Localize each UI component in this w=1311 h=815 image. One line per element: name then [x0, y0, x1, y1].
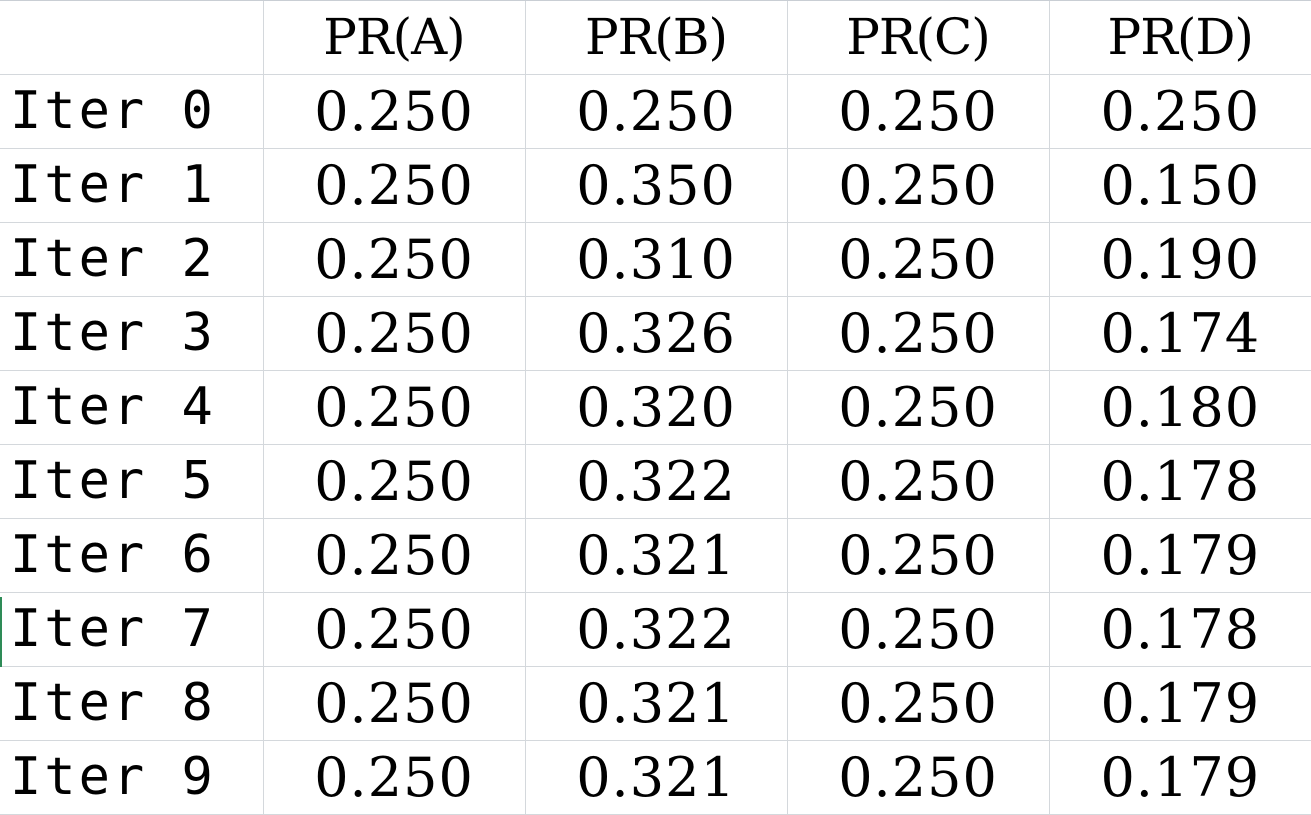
value-cell-pr-a[interactable]: 0.250 [262, 666, 526, 741]
value-cell-pr-a[interactable]: 0.250 [262, 296, 526, 371]
value-cell-pr-c[interactable]: 0.250 [786, 370, 1050, 445]
value-cell-pr-b[interactable]: 0.326 [524, 296, 788, 371]
value-cell-pr-c[interactable]: 0.250 [786, 666, 1050, 741]
table-body: Iter 0 0.250 0.250 0.250 0.250 Iter 1 0.250 0.3… [0, 74, 1311, 815]
value-cell-pr-b[interactable]: 0.321 [524, 518, 788, 593]
value-cell-pr-c[interactable]: 0.250 [786, 444, 1050, 519]
value-cell-pr-a[interactable]: 0.250 [262, 148, 526, 223]
table-row: Iter 1 0.250 0.350 0.250 0.150 [0, 148, 1311, 223]
value-cell-pr-b[interactable]: 0.320 [524, 370, 788, 445]
table-row: Iter 0 0.250 0.250 0.250 0.250 [0, 74, 1311, 149]
header-cell-pr-b[interactable]: PR(B) [524, 1, 788, 75]
row-label-cell[interactable]: Iter 5 [0, 444, 264, 519]
value-cell-pr-a[interactable]: 0.250 [262, 592, 526, 667]
header-cell-corner[interactable] [0, 1, 264, 75]
row-label-cell[interactable]: Iter 7 [0, 592, 264, 667]
row-label-cell[interactable]: Iter 3 [0, 296, 264, 371]
value-cell-pr-d[interactable]: 0.179 [1048, 666, 1311, 741]
value-cell-pr-d[interactable]: 0.179 [1048, 740, 1311, 815]
row-label-cell[interactable]: Iter 0 [0, 74, 264, 149]
value-cell-pr-c[interactable]: 0.250 [786, 74, 1050, 149]
table-row: Iter 4 0.250 0.320 0.250 0.180 [0, 370, 1311, 445]
value-cell-pr-b[interactable]: 0.310 [524, 222, 788, 297]
value-cell-pr-d[interactable]: 0.178 [1048, 444, 1311, 519]
value-cell-pr-b[interactable]: 0.321 [524, 740, 788, 815]
table-row: Iter 7 0.250 0.322 0.250 0.178 [0, 592, 1311, 667]
header-row: PR(A) PR(B) PR(C) PR(D) [0, 1, 1311, 75]
value-cell-pr-a[interactable]: 0.250 [262, 222, 526, 297]
header-cell-pr-d[interactable]: PR(D) [1048, 1, 1311, 75]
value-cell-pr-c[interactable]: 0.250 [786, 518, 1050, 593]
row-label-cell[interactable]: Iter 9 [0, 740, 264, 815]
value-cell-pr-a[interactable]: 0.250 [262, 74, 526, 149]
value-cell-pr-a[interactable]: 0.250 [262, 370, 526, 445]
table-row: Iter 9 0.250 0.321 0.250 0.179 [0, 740, 1311, 815]
value-cell-pr-b[interactable]: 0.350 [524, 148, 788, 223]
table-row: Iter 3 0.250 0.326 0.250 0.174 [0, 296, 1311, 371]
value-cell-pr-a[interactable]: 0.250 [262, 444, 526, 519]
table-row: Iter 8 0.250 0.321 0.250 0.179 [0, 666, 1311, 741]
value-cell-pr-d[interactable]: 0.174 [1048, 296, 1311, 371]
value-cell-pr-d[interactable]: 0.190 [1048, 222, 1311, 297]
value-cell-pr-c[interactable]: 0.250 [786, 222, 1050, 297]
value-cell-pr-d[interactable]: 0.180 [1048, 370, 1311, 445]
active-row-marker [0, 597, 2, 667]
value-cell-pr-b[interactable]: 0.322 [524, 592, 788, 667]
row-label-cell[interactable]: Iter 2 [0, 222, 264, 297]
header-cell-pr-a[interactable]: PR(A) [262, 1, 526, 75]
value-cell-pr-c[interactable]: 0.250 [786, 296, 1050, 371]
value-cell-pr-d[interactable]: 0.179 [1048, 518, 1311, 593]
value-cell-pr-a[interactable]: 0.250 [262, 518, 526, 593]
value-cell-pr-d[interactable]: 0.250 [1048, 74, 1311, 149]
value-cell-pr-c[interactable]: 0.250 [786, 592, 1050, 667]
row-label-cell[interactable]: Iter 1 [0, 148, 264, 223]
row-label-cell[interactable]: Iter 8 [0, 666, 264, 741]
value-cell-pr-c[interactable]: 0.250 [786, 148, 1050, 223]
value-cell-pr-d[interactable]: 0.178 [1048, 592, 1311, 667]
row-label-cell[interactable]: Iter 4 [0, 370, 264, 445]
row-label-cell[interactable]: Iter 6 [0, 518, 264, 593]
value-cell-pr-b[interactable]: 0.322 [524, 444, 788, 519]
table-row: Iter 5 0.250 0.322 0.250 0.178 [0, 444, 1311, 519]
value-cell-pr-c[interactable]: 0.250 [786, 740, 1050, 815]
value-cell-pr-b[interactable]: 0.321 [524, 666, 788, 741]
header-cell-pr-c[interactable]: PR(C) [786, 1, 1050, 75]
table-row: Iter 6 0.250 0.321 0.250 0.179 [0, 518, 1311, 593]
table-row: Iter 2 0.250 0.310 0.250 0.190 [0, 222, 1311, 297]
value-cell-pr-a[interactable]: 0.250 [262, 740, 526, 815]
value-cell-pr-d[interactable]: 0.150 [1048, 148, 1311, 223]
value-cell-pr-b[interactable]: 0.250 [524, 74, 788, 149]
